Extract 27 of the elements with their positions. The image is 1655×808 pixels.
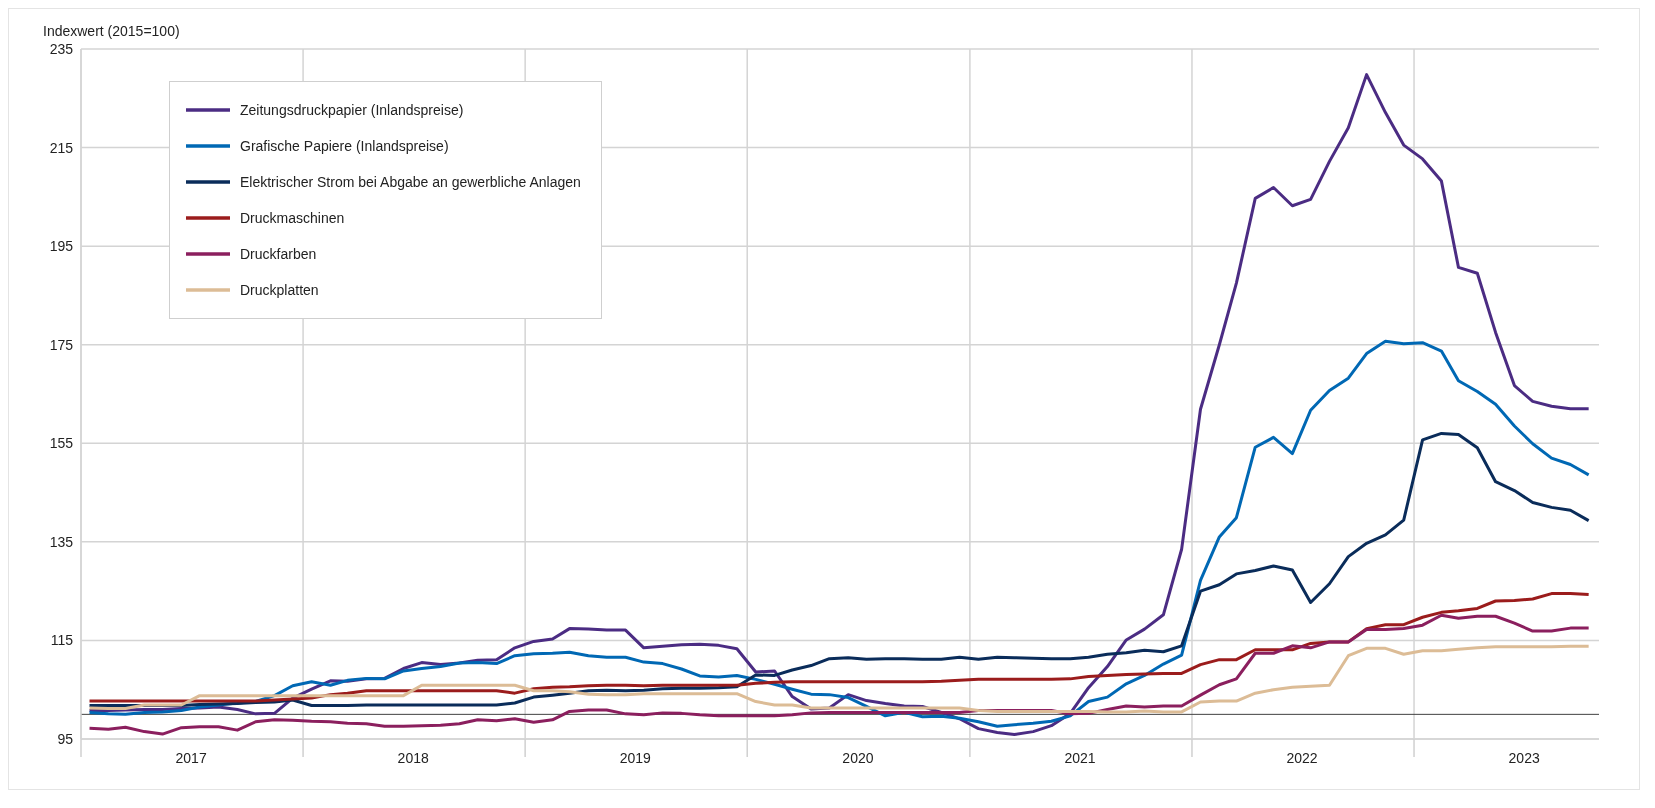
x-tick-label: 2018 xyxy=(397,750,429,766)
x-tick-label: 2019 xyxy=(619,750,652,766)
line-series xyxy=(88,592,1591,703)
y-tick-label: 95 xyxy=(57,730,74,747)
legend-label: Elektrischer Strom bei Abgabe an gewerbliche Anlagen xyxy=(240,174,581,190)
y-tick-label: 155 xyxy=(49,435,74,452)
x-tick-label: 2022 xyxy=(1286,750,1318,766)
y-tick-label: 175 xyxy=(49,336,74,353)
line-series xyxy=(88,644,1591,714)
line-series xyxy=(88,613,1591,736)
y-tick-label: 195 xyxy=(49,238,74,255)
line-series xyxy=(88,431,1591,707)
x-tick-label: 2020 xyxy=(842,750,874,766)
legend-label: Druckfarben xyxy=(240,246,317,262)
line-series xyxy=(88,339,1591,728)
legend-label: Zeitungsdruckpapier (Inlandspreise) xyxy=(240,102,464,118)
y-axis-title: Indexwert (2015=100) xyxy=(43,23,180,39)
y-tick-label: 135 xyxy=(49,533,74,550)
y-tick-label: 235 xyxy=(49,40,74,57)
legend-label: Grafische Papiere (Inlandspreise) xyxy=(240,138,449,154)
x-tick-label: 2023 xyxy=(1508,750,1540,766)
legend-label: Druckmaschinen xyxy=(240,210,345,226)
legend-label: Druckplatten xyxy=(240,282,319,298)
y-tick-label: 215 xyxy=(49,139,74,156)
x-tick-label: 2021 xyxy=(1064,750,1096,766)
x-tick-label: 2017 xyxy=(175,750,207,766)
y-tick-label: 115 xyxy=(50,632,74,649)
